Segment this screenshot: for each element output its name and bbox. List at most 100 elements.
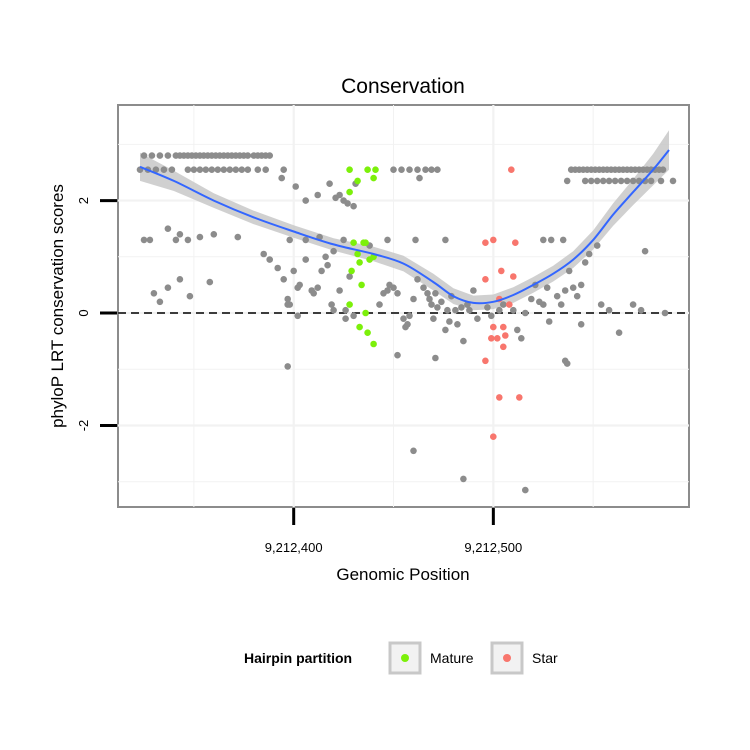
- data-point-star: [500, 343, 507, 351]
- data-point-other: [553, 292, 561, 300]
- data-point-other: [563, 177, 571, 185]
- data-point-other: [518, 335, 525, 342]
- data-point-other: [432, 354, 439, 362]
- data-point-other: [577, 281, 585, 289]
- data-point-other: [318, 267, 325, 275]
- data-point-other: [394, 351, 401, 359]
- data-point-other: [414, 166, 421, 173]
- data-point-mature: [348, 267, 355, 275]
- data-point-other: [585, 250, 593, 258]
- legend-label-star: Star: [532, 650, 558, 666]
- data-point-other: [384, 287, 391, 294]
- data-point-star: [490, 236, 497, 244]
- data-point-other: [280, 276, 288, 283]
- data-point-other: [406, 166, 413, 173]
- data-point-other: [540, 301, 547, 308]
- data-point-other: [623, 177, 631, 185]
- smooth-line-layer: [139, 149, 670, 305]
- data-point-other: [412, 236, 419, 244]
- data-point-other: [629, 177, 637, 185]
- data-point-other: [605, 177, 613, 185]
- data-point-other: [350, 312, 357, 320]
- y-tick-label: -2: [76, 420, 91, 432]
- data-point-other: [238, 166, 246, 173]
- data-point-other: [176, 231, 184, 238]
- data-point-other: [244, 166, 252, 173]
- data-point-other: [326, 180, 333, 187]
- confidence-ribbon: [140, 130, 669, 311]
- legend-item-star: Star: [490, 641, 558, 675]
- chart-title: Conservation: [341, 75, 465, 98]
- data-point-other: [150, 290, 158, 297]
- data-point-other: [557, 301, 565, 308]
- data-point-other: [641, 247, 649, 255]
- data-point-other: [410, 295, 417, 303]
- plot-panel: [117, 104, 690, 508]
- data-point-other: [569, 284, 577, 292]
- data-point-other: [156, 152, 164, 159]
- data-point-other: [290, 267, 298, 275]
- data-point-other: [196, 166, 204, 173]
- data-point-other: [446, 318, 453, 325]
- data-point-other: [262, 166, 270, 173]
- data-point-other: [278, 174, 286, 182]
- series-star: [482, 166, 523, 441]
- data-point-star: [482, 276, 489, 283]
- data-point-other: [593, 242, 601, 249]
- data-point-other: [496, 306, 503, 314]
- series-other: [136, 152, 677, 494]
- data-point-other: [266, 256, 274, 263]
- data-point-other: [202, 166, 210, 173]
- data-point-other: [452, 306, 459, 314]
- x-tick-label: 9,212,500: [464, 540, 522, 555]
- data-point-other: [164, 225, 172, 232]
- data-point-star: [516, 394, 523, 401]
- legend-title: Hairpin partition: [244, 650, 352, 666]
- data-point-other: [254, 166, 262, 173]
- data-point-other: [266, 152, 274, 159]
- data-point-other: [186, 292, 194, 300]
- data-point-other: [432, 290, 439, 297]
- y-tick-label: 2: [76, 197, 91, 204]
- data-point-other: [206, 278, 214, 286]
- data-point-other: [322, 253, 329, 261]
- data-point-mature: [362, 239, 369, 246]
- data-point-other: [528, 295, 535, 303]
- data-point-other: [593, 177, 601, 185]
- data-point-other: [474, 315, 481, 323]
- y-tick-label: 0: [76, 309, 91, 316]
- y-axis: -2 0 2: [76, 197, 117, 431]
- data-point-star: [500, 323, 507, 331]
- data-point-other: [454, 321, 461, 328]
- data-point-other: [196, 233, 204, 241]
- data-point-other: [438, 298, 445, 306]
- data-point-other: [394, 290, 401, 297]
- data-point-other: [420, 284, 427, 292]
- data-point-other: [669, 177, 677, 185]
- data-point-mature: [372, 166, 379, 173]
- data-point-other: [561, 287, 569, 294]
- data-point-other: [342, 315, 349, 323]
- data-point-other: [172, 236, 180, 244]
- data-point-other: [428, 301, 435, 308]
- data-point-other: [629, 301, 637, 308]
- data-point-other: [232, 166, 240, 173]
- data-point-other: [444, 306, 451, 314]
- data-point-other: [500, 301, 507, 308]
- data-point-other: [545, 318, 553, 325]
- data-point-mature: [370, 340, 377, 348]
- data-point-other: [156, 298, 164, 306]
- data-point-mature: [364, 329, 371, 337]
- data-point-other: [146, 236, 154, 244]
- data-point-other: [164, 152, 172, 159]
- data-point-other: [292, 183, 300, 190]
- data-point-star: [498, 267, 505, 275]
- data-point-other: [565, 267, 573, 275]
- data-point-other: [168, 166, 176, 173]
- confidence-ribbon-layer: [140, 130, 669, 311]
- data-point-other: [442, 326, 449, 334]
- data-points-layer: [136, 152, 677, 494]
- data-point-other: [647, 177, 655, 185]
- data-point-other: [484, 304, 491, 311]
